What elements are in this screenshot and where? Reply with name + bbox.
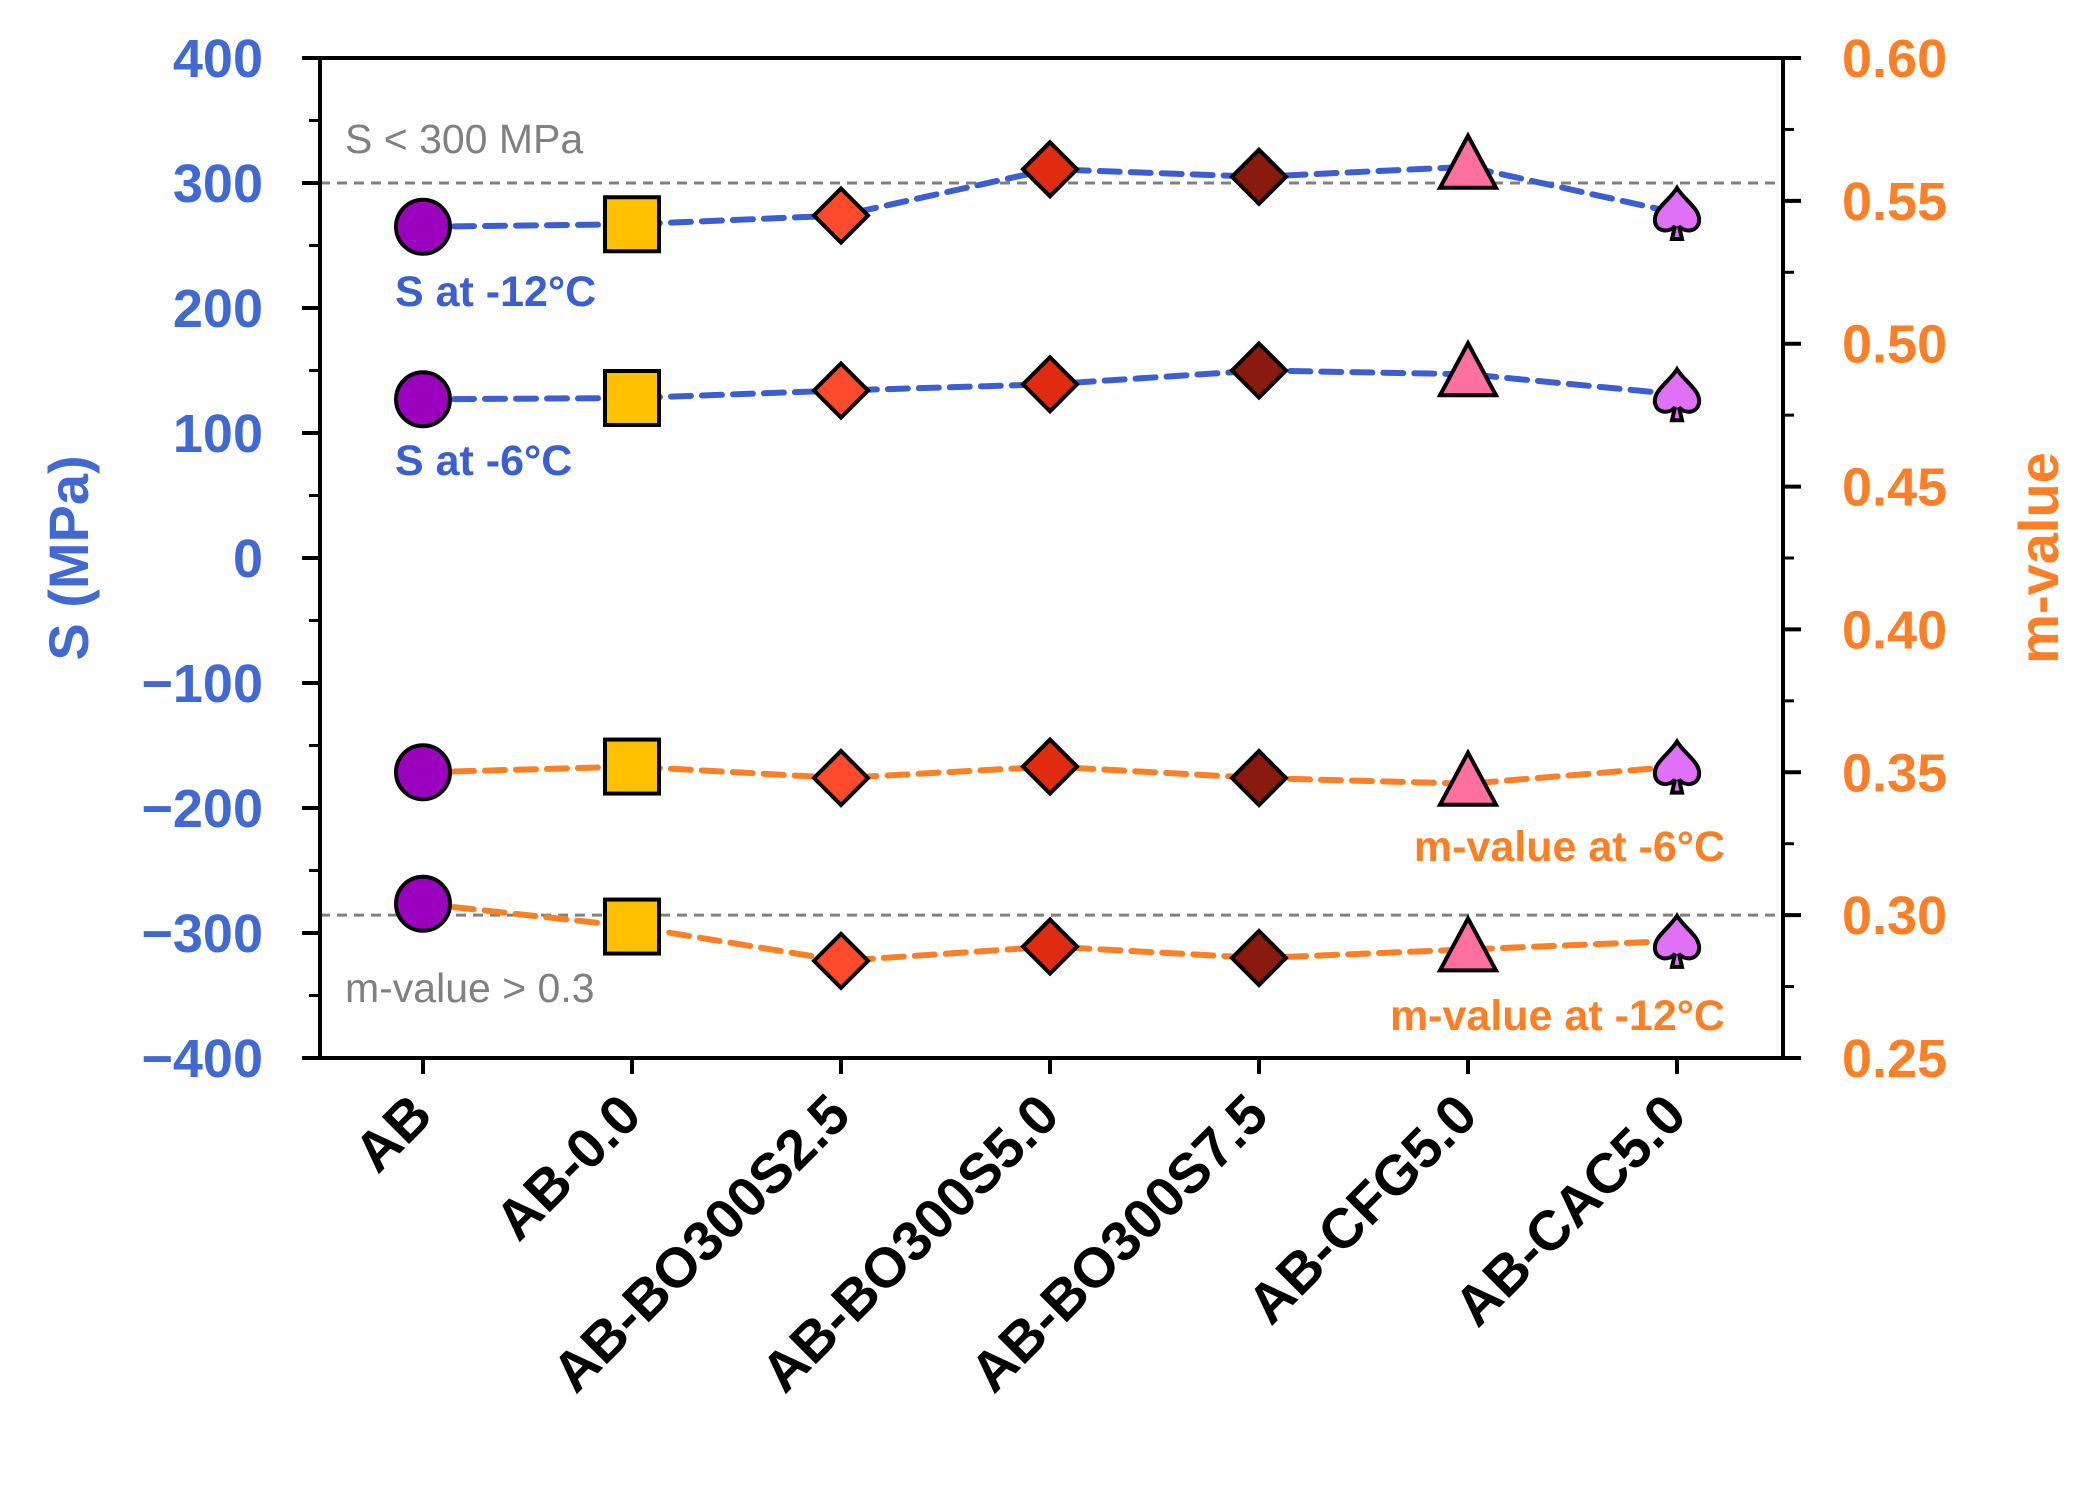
right-tick-label: 0.40	[1842, 600, 1947, 660]
data-point	[394, 370, 452, 429]
right-axis-title: m-value	[2007, 452, 2070, 664]
series-label: m-value at -12°C	[1390, 992, 1725, 1040]
right-tick-label: 0.50	[1842, 315, 1947, 375]
left-tick-label: −100	[141, 654, 263, 714]
left-tick-label: −400	[141, 1029, 263, 1089]
data-point	[1229, 928, 1289, 988]
data-point	[1020, 354, 1080, 415]
right-tick-label: 0.55	[1842, 172, 1947, 232]
left-tick-label: 300	[173, 154, 263, 214]
data-point	[1436, 914, 1500, 973]
data-point	[1652, 737, 1702, 795]
reference-label-s: S < 300 MPa	[345, 116, 583, 162]
right-tick-label: 0.30	[1842, 886, 1947, 946]
data-point	[1229, 146, 1289, 207]
series-label: S at -6°C	[395, 437, 572, 485]
axis-ticks	[302, 56, 1801, 1074]
data-point	[1020, 916, 1080, 977]
data-point	[1652, 184, 1702, 241]
x-tick-label: AB-0.0	[483, 1082, 653, 1252]
data-point	[811, 748, 871, 808]
series-markers	[394, 131, 1702, 991]
data-point	[1652, 912, 1702, 969]
data-point	[1652, 365, 1702, 423]
labels: S < 300 MPa m-value > 0.3 400 300 200 100 0 −10…	[37, 29, 2070, 1404]
left-tick-label: 0	[233, 529, 263, 589]
left-axis-title: S (MPa)	[37, 455, 100, 660]
data-point	[1020, 139, 1080, 200]
plot-frame	[318, 56, 1785, 1060]
left-tick-label: 100	[173, 404, 263, 464]
data-point	[1436, 131, 1500, 190]
reference-label-m: m-value > 0.3	[345, 965, 595, 1011]
left-tick-label: −200	[141, 779, 263, 839]
left-tick-label: −300	[141, 904, 263, 964]
x-tick-label: AB	[342, 1082, 444, 1184]
right-tick-label: 0.35	[1842, 743, 1947, 803]
left-tick-label: 200	[173, 279, 263, 339]
series-label: S at -12°C	[395, 268, 596, 316]
series-label: m-value at -6°C	[1414, 823, 1725, 871]
data-point	[1436, 339, 1500, 398]
data-point	[603, 369, 661, 427]
data-point	[811, 360, 871, 421]
data-point	[1229, 340, 1289, 401]
data-point	[394, 743, 452, 802]
right-tick-label: 0.25	[1842, 1029, 1947, 1089]
data-point	[1229, 748, 1289, 808]
data-point	[394, 874, 452, 933]
data-point	[1020, 736, 1080, 797]
right-tick-label: 0.45	[1842, 458, 1947, 518]
data-point	[1436, 748, 1500, 807]
data-point	[811, 185, 871, 246]
left-tick-label: 400	[173, 29, 263, 89]
data-point	[603, 897, 661, 956]
data-point	[603, 737, 661, 796]
data-point	[394, 197, 452, 256]
data-point	[603, 195, 661, 254]
right-tick-label: 0.60	[1842, 29, 1947, 89]
data-point	[811, 931, 871, 991]
